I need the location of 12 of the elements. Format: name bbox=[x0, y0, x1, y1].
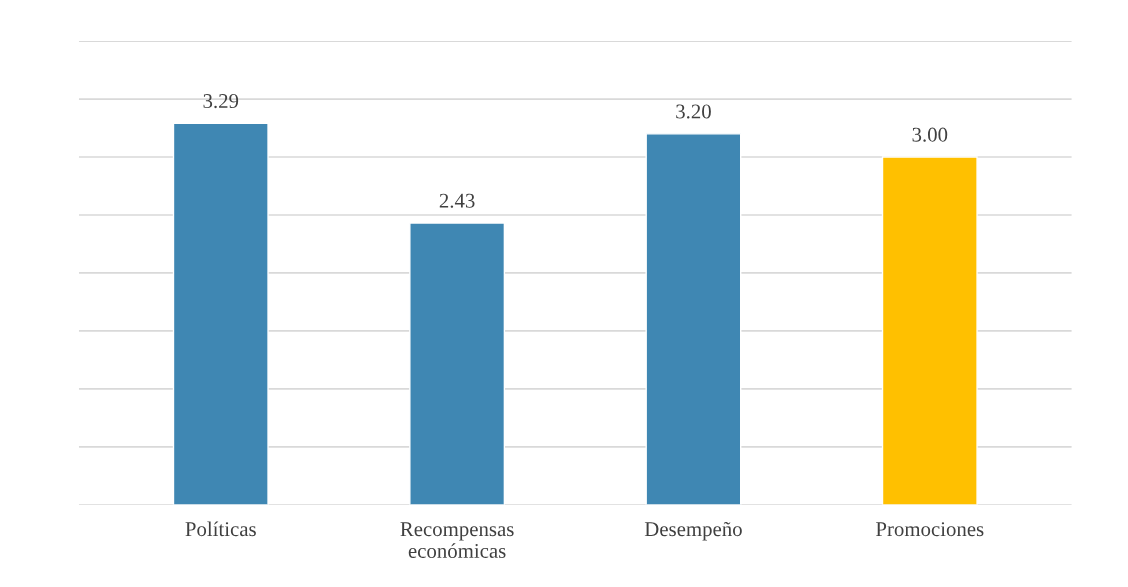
x-tick-label: Recompensas económicas bbox=[400, 522, 514, 558]
data-label: 3.20 bbox=[676, 104, 711, 119]
x-tick-label: Promociones bbox=[876, 522, 984, 537]
x-tick-label: Políticas bbox=[185, 521, 256, 537]
bar bbox=[645, 133, 742, 505]
data-label: 2.43 bbox=[439, 193, 475, 208]
data-label: 3.00 bbox=[912, 127, 948, 142]
bar bbox=[881, 156, 978, 505]
x-tick-label: Desempeño bbox=[644, 521, 742, 541]
data-label: 3.29 bbox=[203, 94, 239, 109]
bar bbox=[409, 222, 506, 505]
bar bbox=[172, 122, 269, 505]
